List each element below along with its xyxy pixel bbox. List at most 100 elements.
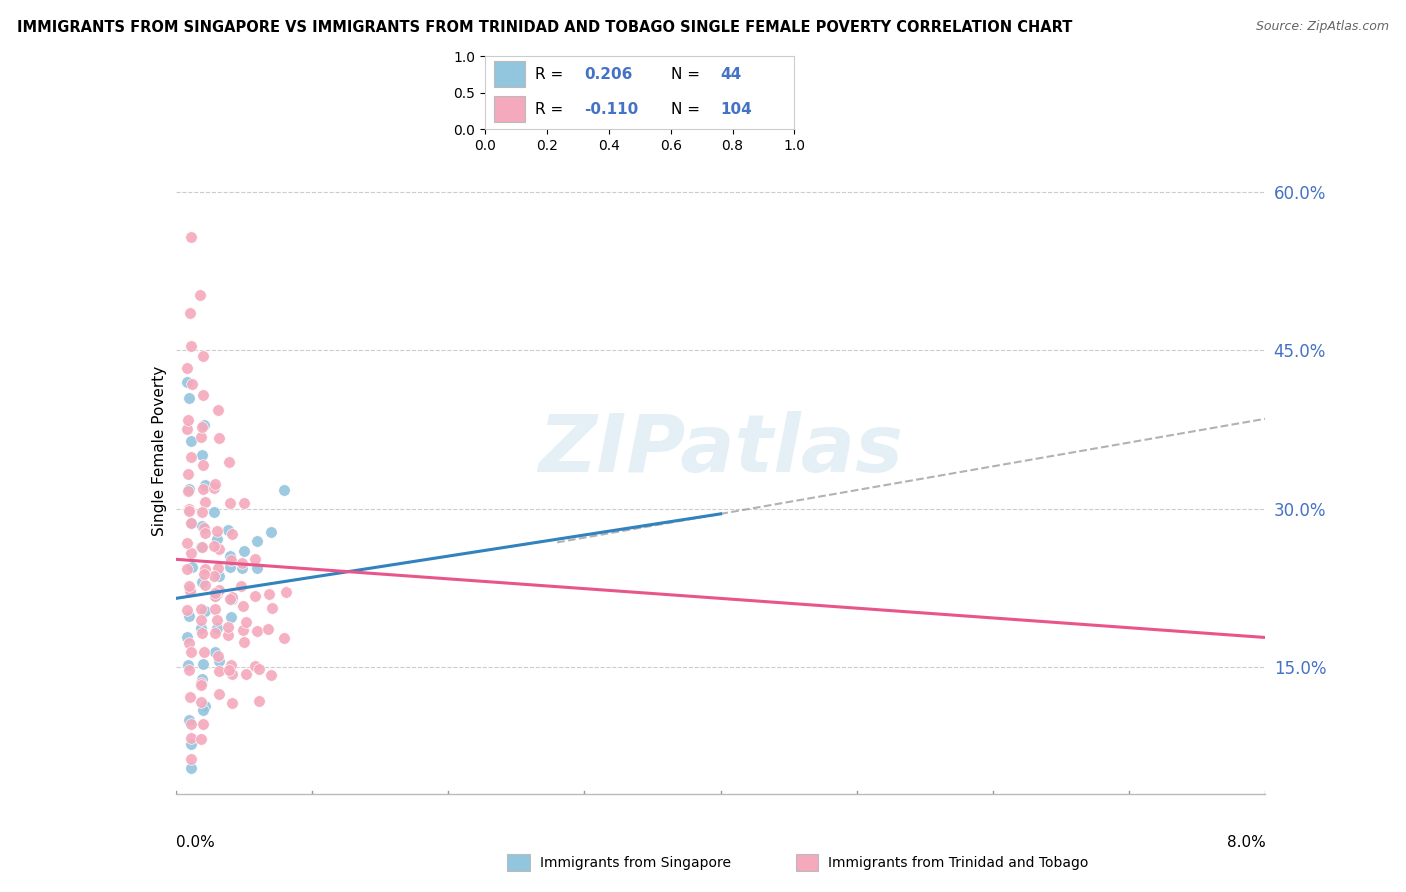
Point bbox=[194, 478, 217, 492]
Point bbox=[180, 738, 202, 752]
Text: 0.206: 0.206 bbox=[583, 67, 633, 81]
Point bbox=[190, 430, 212, 444]
Text: -0.110: -0.110 bbox=[583, 102, 638, 117]
Point bbox=[190, 732, 212, 747]
Text: R =: R = bbox=[534, 67, 568, 81]
Point bbox=[180, 339, 202, 353]
Point bbox=[193, 418, 215, 433]
Point bbox=[208, 665, 231, 679]
Text: 0.0%: 0.0% bbox=[176, 835, 215, 850]
Point bbox=[179, 584, 201, 599]
Point bbox=[249, 694, 271, 708]
Point bbox=[191, 388, 214, 402]
Point bbox=[231, 579, 253, 593]
Point bbox=[274, 585, 297, 599]
Point bbox=[219, 496, 242, 510]
Point bbox=[217, 620, 239, 634]
Point bbox=[219, 560, 242, 574]
Point bbox=[194, 699, 217, 714]
Point bbox=[208, 569, 231, 583]
Point bbox=[219, 549, 242, 563]
Text: Immigrants from Singapore: Immigrants from Singapore bbox=[540, 855, 731, 870]
Point bbox=[207, 587, 229, 601]
Point bbox=[260, 600, 283, 615]
Point bbox=[177, 657, 200, 672]
Point bbox=[190, 602, 212, 616]
Point bbox=[180, 516, 202, 530]
Point bbox=[181, 559, 204, 574]
Point bbox=[179, 306, 201, 320]
Point bbox=[180, 516, 202, 530]
Point bbox=[190, 541, 212, 555]
Point bbox=[191, 672, 214, 686]
Point bbox=[208, 542, 231, 557]
Point bbox=[176, 421, 198, 435]
Text: ZIPatlas: ZIPatlas bbox=[538, 411, 903, 490]
Point bbox=[191, 505, 214, 519]
Text: 44: 44 bbox=[720, 67, 741, 81]
Point bbox=[194, 578, 217, 592]
Point bbox=[218, 664, 240, 678]
Point bbox=[260, 667, 283, 681]
Point bbox=[193, 703, 215, 717]
Point bbox=[180, 230, 202, 244]
Point bbox=[257, 587, 280, 601]
Point bbox=[232, 599, 254, 614]
FancyBboxPatch shape bbox=[495, 62, 526, 87]
Point bbox=[176, 361, 198, 376]
Point bbox=[202, 569, 225, 583]
Point bbox=[177, 636, 200, 650]
Point bbox=[179, 582, 201, 596]
Point bbox=[176, 630, 198, 644]
FancyBboxPatch shape bbox=[495, 96, 526, 122]
Point bbox=[204, 589, 226, 603]
Point bbox=[221, 527, 243, 541]
Point bbox=[219, 610, 242, 624]
Point bbox=[191, 420, 214, 434]
Point bbox=[246, 560, 269, 574]
Point bbox=[180, 450, 202, 464]
Point bbox=[202, 481, 225, 495]
Text: 104: 104 bbox=[720, 102, 752, 117]
Point bbox=[193, 717, 215, 731]
Point bbox=[233, 496, 256, 510]
Point bbox=[217, 523, 239, 537]
Point bbox=[177, 413, 200, 427]
Point bbox=[204, 602, 226, 616]
Point bbox=[260, 525, 283, 540]
Point bbox=[247, 662, 270, 676]
Point bbox=[235, 666, 257, 681]
Point bbox=[179, 608, 201, 623]
Point bbox=[243, 552, 266, 566]
Point bbox=[205, 621, 228, 635]
Point bbox=[208, 687, 231, 701]
Point bbox=[176, 536, 198, 550]
Point bbox=[232, 635, 254, 649]
Point bbox=[190, 621, 212, 635]
Point bbox=[246, 624, 269, 638]
Point bbox=[205, 524, 228, 538]
Point bbox=[190, 613, 212, 627]
Point bbox=[191, 349, 214, 363]
Point bbox=[221, 590, 243, 604]
Point bbox=[191, 575, 214, 590]
Point bbox=[219, 657, 242, 672]
Point bbox=[176, 603, 198, 617]
Point bbox=[194, 604, 217, 618]
Point bbox=[191, 448, 214, 462]
Point bbox=[257, 622, 280, 636]
Point bbox=[194, 495, 217, 509]
Point bbox=[191, 657, 214, 671]
Point bbox=[177, 663, 200, 677]
Point bbox=[191, 540, 214, 554]
Point bbox=[180, 645, 202, 659]
Point bbox=[176, 376, 198, 390]
Point bbox=[179, 501, 201, 516]
Point bbox=[204, 589, 226, 603]
Point bbox=[177, 504, 200, 518]
Point bbox=[207, 648, 229, 663]
Point bbox=[193, 645, 215, 659]
Point bbox=[176, 562, 198, 576]
Point bbox=[204, 585, 226, 599]
Point bbox=[194, 525, 217, 540]
